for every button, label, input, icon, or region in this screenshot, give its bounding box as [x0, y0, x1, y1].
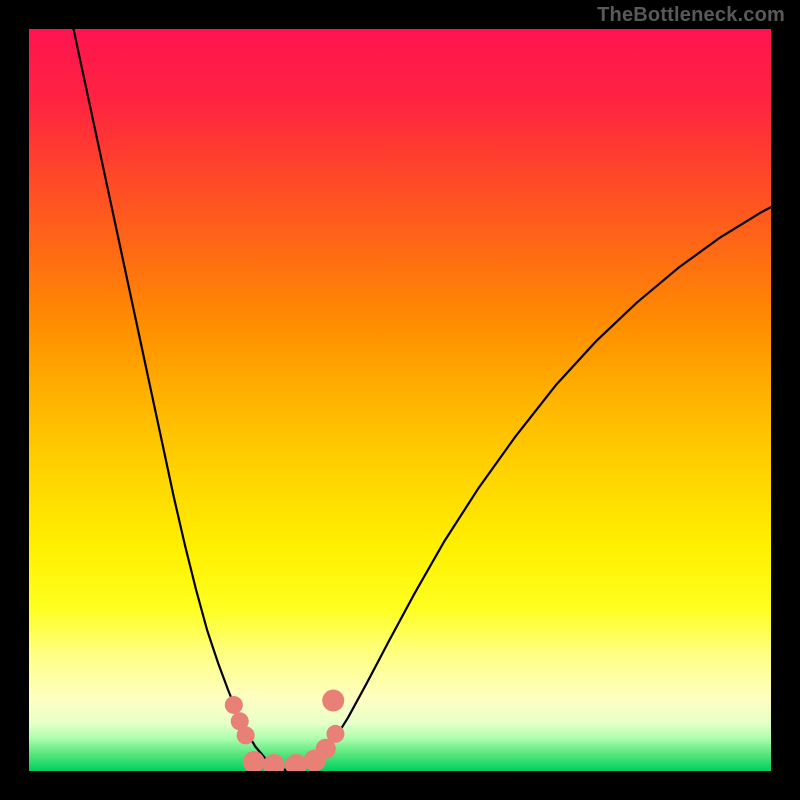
valley-marker — [263, 754, 285, 771]
valley-marker — [285, 754, 307, 771]
valley-marker — [237, 726, 255, 744]
valley-marker — [225, 696, 243, 714]
chart-frame: TheBottleneck.com — [0, 0, 800, 800]
bottleneck-curve — [29, 29, 771, 771]
watermark-text: TheBottleneck.com — [597, 4, 785, 27]
valley-marker — [326, 725, 344, 743]
plot-area — [29, 29, 771, 771]
valley-marker — [322, 690, 344, 712]
